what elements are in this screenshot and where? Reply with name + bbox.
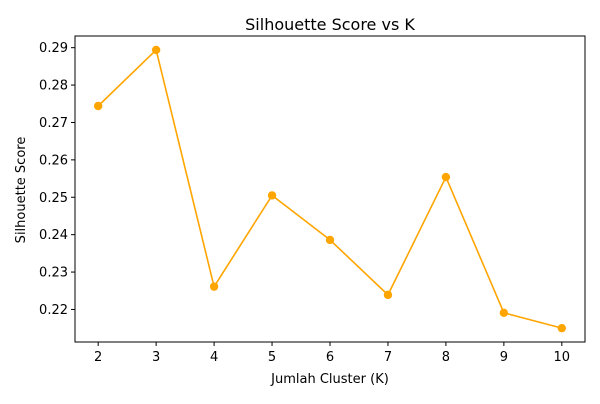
y-tick-label: 0.27	[39, 116, 68, 131]
y-tick-label: 0.29	[39, 41, 68, 56]
series-line	[97, 49, 563, 329]
y-tick-label: 0.26	[39, 153, 68, 168]
data-point	[441, 172, 451, 182]
y-tick-label: 0.23	[39, 266, 68, 281]
x-tick-label: 4	[210, 350, 218, 365]
x-tick-label: 2	[94, 350, 102, 365]
x-axis-label: Jumlah Cluster (K)	[270, 372, 389, 387]
y-tick-label: 0.25	[39, 191, 68, 206]
x-tick-label: 8	[442, 350, 450, 365]
x-tick-label: 10	[554, 350, 571, 365]
data-point	[499, 308, 509, 318]
x-tick-label: 5	[268, 350, 276, 365]
x-tick-label: 6	[326, 350, 334, 365]
data-point	[151, 45, 161, 55]
data-point	[557, 323, 567, 333]
x-tick-label: 3	[152, 350, 160, 365]
y-tick-label: 0.24	[39, 228, 68, 243]
data-point	[209, 282, 219, 291]
plot-area: 2 3 4 5 6 7 8 9 10 0.22 0.23 0.24 0.25 0.26 0.27 0.28 0.…	[39, 41, 570, 365]
y-tick-label: 0.22	[39, 303, 68, 318]
y-axis-label: Silhouette Score	[14, 137, 29, 244]
data-point	[267, 191, 277, 200]
data-point	[383, 290, 393, 300]
plot-frame	[74, 35, 586, 343]
x-tick-label: 9	[500, 350, 508, 365]
data-point	[325, 235, 335, 245]
data-point	[93, 101, 103, 111]
y-tick-label: 0.28	[39, 79, 68, 94]
x-tick-label: 7	[384, 350, 392, 365]
chart-title: Silhouette Score vs K	[245, 15, 415, 34]
